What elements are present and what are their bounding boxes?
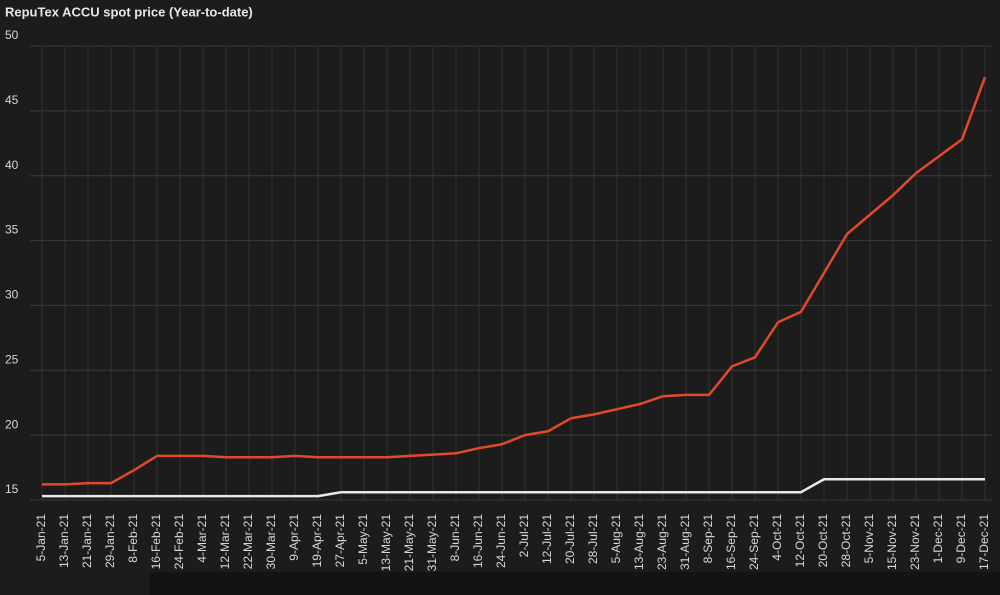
x-tick-label: 4-Oct-21 bbox=[770, 514, 784, 561]
y-tick-label: 45 bbox=[5, 93, 19, 107]
x-tick-label: 27-Apr-21 bbox=[333, 514, 347, 568]
x-tick-label: 30-Mar-21 bbox=[264, 514, 278, 570]
y-tick-label: 50 bbox=[5, 28, 19, 42]
x-tick-label: 2-Jul-21 bbox=[517, 514, 531, 558]
x-tick-label: 12-Mar-21 bbox=[218, 514, 232, 570]
chart-title: RepuTex ACCU spot price (Year-to-date) bbox=[5, 4, 253, 19]
x-tick-label: 22-Mar-21 bbox=[241, 514, 255, 570]
x-tick-label: 8-Jun-21 bbox=[448, 514, 462, 562]
x-tick-label: 5-May-21 bbox=[356, 514, 370, 565]
x-tick-label: 21-Jan-21 bbox=[80, 514, 94, 568]
x-tick-label: 5-Jan-21 bbox=[34, 514, 48, 562]
x-tick-label: 28-Jul-21 bbox=[586, 514, 600, 564]
y-tick-label: 15 bbox=[5, 482, 19, 496]
x-tick-label: 13-Aug-21 bbox=[632, 514, 646, 570]
x-tick-label: 16-Jun-21 bbox=[471, 514, 485, 568]
x-tick-label: 17-Dec-21 bbox=[977, 514, 991, 570]
x-tick-label: 8-Feb-21 bbox=[126, 514, 140, 563]
x-tick-label: 29-Jan-21 bbox=[103, 514, 117, 568]
x-tick-label: 8-Sep-21 bbox=[701, 514, 715, 564]
x-tick-label: 15-Nov-21 bbox=[885, 514, 899, 570]
series-line bbox=[42, 477, 985, 498]
x-tick-label: 16-Sep-21 bbox=[724, 514, 738, 570]
x-tick-label: 13-May-21 bbox=[379, 514, 393, 572]
x-tick-label: 20-Jul-21 bbox=[563, 514, 577, 564]
x-tick-label: 19-Apr-21 bbox=[310, 514, 324, 568]
x-tick-label: 23-Nov-21 bbox=[908, 514, 922, 570]
y-tick-label: 35 bbox=[5, 223, 19, 237]
x-tick-label: 13-Jan-21 bbox=[57, 514, 71, 568]
x-tick-label: 9-Dec-21 bbox=[954, 514, 968, 564]
x-tick-label: 4-Mar-21 bbox=[195, 514, 209, 563]
y-tick-label: 30 bbox=[5, 288, 19, 302]
x-tick-label: 24-Sep-21 bbox=[747, 514, 761, 570]
x-tick-label: 20-Oct-21 bbox=[816, 514, 830, 568]
x-tick-label: 9-Apr-21 bbox=[287, 514, 301, 561]
y-tick-label: 25 bbox=[5, 352, 19, 366]
x-tick-label: 31-May-21 bbox=[425, 514, 439, 572]
footer-band bbox=[150, 572, 1000, 595]
y-tick-label: 40 bbox=[5, 158, 19, 172]
x-tick-label: 1-Dec-21 bbox=[931, 514, 945, 564]
x-tick-label: 24-Jun-21 bbox=[494, 514, 508, 568]
x-tick-label: 5-Nov-21 bbox=[862, 514, 876, 564]
x-tick-label: 12-Jul-21 bbox=[540, 514, 554, 564]
x-tick-label: 28-Oct-21 bbox=[839, 514, 853, 568]
x-tick-label: 24-Feb-21 bbox=[172, 514, 186, 570]
x-tick-label: 12-Oct-21 bbox=[793, 514, 807, 568]
x-tick-label: 21-May-21 bbox=[402, 514, 416, 572]
y-tick-label: 20 bbox=[5, 417, 19, 431]
series-line bbox=[42, 76, 987, 486]
x-tick-label: 31-Aug-21 bbox=[678, 514, 692, 570]
x-tick-label: 16-Feb-21 bbox=[149, 514, 163, 570]
x-tick-label: 23-Aug-21 bbox=[655, 514, 669, 570]
x-tick-label: 5-Aug-21 bbox=[609, 514, 623, 564]
